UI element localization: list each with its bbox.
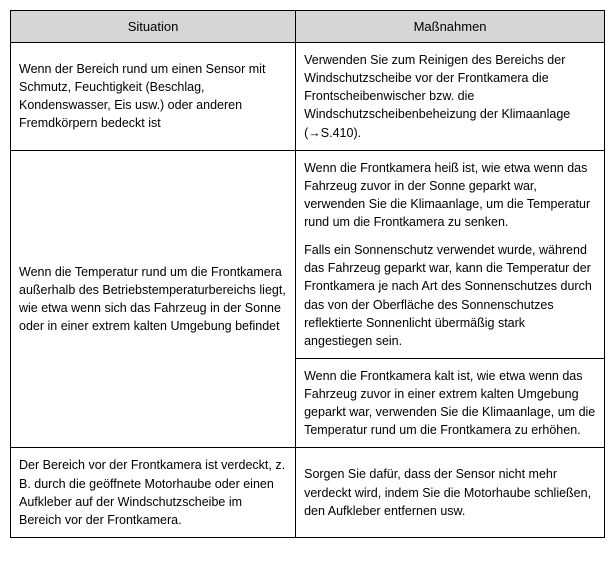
measure-cell: Sorgen Sie dafür, dass der Sensor nicht … bbox=[296, 448, 605, 538]
situation-measures-table: Situation Maßnahmen Wenn der Bereich run… bbox=[10, 10, 605, 538]
arrow-icon: → bbox=[308, 126, 321, 140]
table-row: Der Bereich vor der Frontkamera ist verd… bbox=[11, 448, 605, 538]
measure-cell: Verwenden Sie zum Reinigen des Bereichs … bbox=[296, 43, 605, 151]
situation-cell: Der Bereich vor der Frontkamera ist verd… bbox=[11, 448, 296, 538]
table-row: Wenn der Bereich rund um einen Sensor mi… bbox=[11, 43, 605, 151]
measure-cell: Wenn die Frontkamera kalt ist, wie etwa … bbox=[296, 358, 605, 448]
situation-cell: Wenn der Bereich rund um einen Sensor mi… bbox=[11, 43, 296, 151]
table-header-row: Situation Maßnahmen bbox=[11, 11, 605, 43]
measure-paragraph: Wenn die Frontkamera heiß ist, wie etwa … bbox=[304, 159, 596, 232]
situation-cell: Wenn die Temperatur rund um die Frontkam… bbox=[11, 150, 296, 448]
measure-cell: Wenn die Frontkamera heiß ist, wie etwa … bbox=[296, 150, 605, 358]
table-row: Wenn die Temperatur rund um die Frontkam… bbox=[11, 150, 605, 358]
header-situation: Situation bbox=[11, 11, 296, 43]
measure-text-suffix: S.410). bbox=[321, 126, 361, 140]
header-measures: Maßnahmen bbox=[296, 11, 605, 43]
measure-paragraph: Falls ein Sonnenschutz verwendet wurde, … bbox=[304, 241, 596, 350]
